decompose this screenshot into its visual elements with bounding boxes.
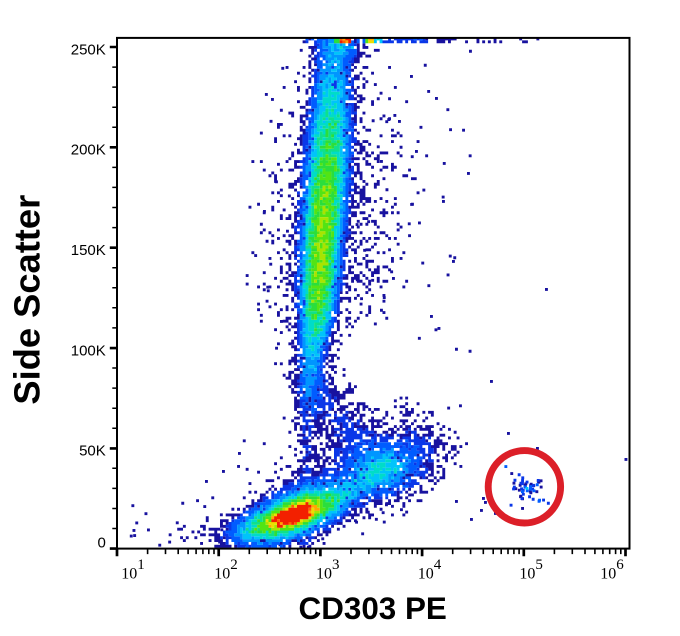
svg-text:150K: 150K [71, 242, 106, 259]
svg-text:CD303 PE: CD303 PE [299, 591, 447, 626]
svg-text:100K: 100K [71, 342, 106, 359]
svg-text:Side Scatter: Side Scatter [7, 195, 48, 405]
svg-text:250K: 250K [71, 41, 106, 58]
svg-text:50K: 50K [79, 443, 106, 460]
svg-text:0: 0 [97, 535, 105, 552]
svg-text:200K: 200K [71, 142, 106, 159]
